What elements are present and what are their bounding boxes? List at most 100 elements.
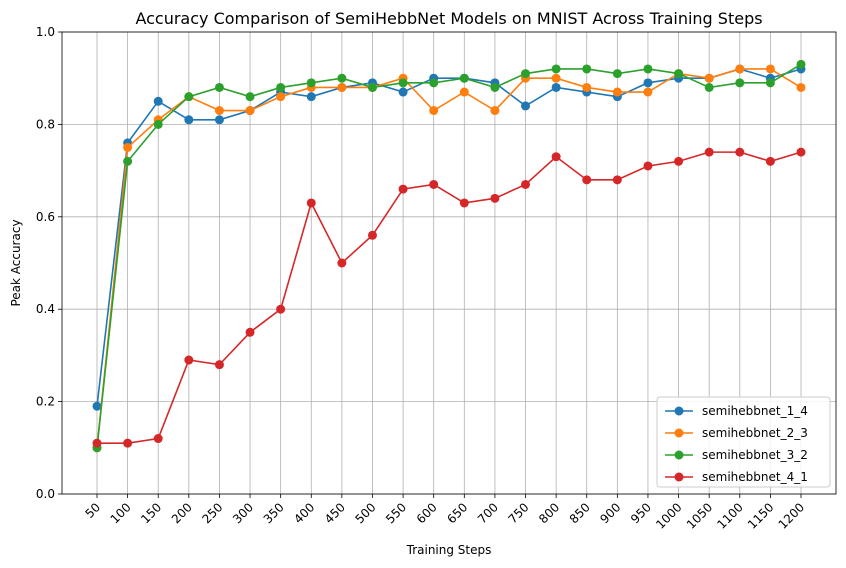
y-tick-label: 0.2 — [36, 395, 55, 409]
data-point — [551, 73, 561, 83]
y-axis-label: Peak Accuracy — [9, 219, 23, 306]
data-point — [337, 82, 347, 92]
data-point — [429, 179, 439, 189]
data-point — [490, 82, 500, 92]
data-point — [429, 106, 439, 116]
data-point — [521, 69, 531, 79]
data-point — [765, 78, 775, 88]
legend-item: semihebbnet_3_2 — [665, 448, 808, 462]
data-point — [582, 175, 592, 185]
data-point — [765, 156, 775, 166]
x-axis-label: Training Steps — [406, 543, 492, 557]
series-semihebbnet_2_3 — [92, 64, 806, 453]
data-point — [643, 161, 653, 171]
legend-box — [656, 396, 831, 488]
data-point — [796, 82, 806, 92]
data-point — [398, 184, 408, 194]
data-point — [612, 69, 622, 79]
legend-item: semihebbnet_2_3 — [665, 426, 808, 440]
data-point — [306, 78, 316, 88]
data-point — [337, 258, 347, 268]
legend: semihebbnet_1_4 semihebbnet_2_3 semihebbne… — [656, 396, 831, 488]
x-tick-label: 100 — [108, 500, 134, 526]
data-point — [735, 78, 745, 88]
data-point — [582, 82, 592, 92]
data-point — [276, 82, 286, 92]
legend-label: semihebbnet_3_2 — [702, 448, 808, 462]
data-point — [214, 106, 224, 116]
data-point — [92, 401, 102, 411]
data-point — [735, 64, 745, 74]
data-point — [337, 73, 347, 83]
data-point — [643, 64, 653, 74]
y-tick-label: 0.8 — [36, 117, 55, 131]
y-tick-label: 1.0 — [36, 25, 55, 39]
data-point — [184, 115, 194, 125]
series-group — [92, 59, 806, 453]
series-semihebbnet_4_1 — [92, 147, 806, 448]
data-point — [551, 64, 561, 74]
y-axis: 0.0 0.2 0.4 0.6 0.8 1.0 — [36, 25, 62, 501]
data-point — [398, 78, 408, 88]
y-tick-label: 0.4 — [36, 302, 55, 316]
data-point — [490, 193, 500, 203]
data-point — [551, 82, 561, 92]
data-point — [245, 327, 255, 337]
series-line — [97, 151, 802, 444]
data-point — [367, 230, 377, 240]
x-tick-label: 350 — [261, 500, 287, 526]
x-tick-label: 50 — [82, 500, 103, 521]
x-tick-label: 900 — [597, 500, 623, 526]
x-tick-label: 300 — [230, 500, 256, 526]
x-tick-label: 450 — [322, 500, 348, 526]
data-point — [153, 119, 163, 129]
data-point — [765, 64, 775, 74]
x-tick-label: 700 — [475, 500, 501, 526]
data-point — [643, 87, 653, 97]
x-tick-label: 1000 — [653, 500, 684, 531]
x-tick-label: 600 — [414, 500, 440, 526]
data-point — [490, 106, 500, 116]
legend-item: semihebbnet_1_4 — [665, 404, 808, 418]
data-point — [214, 115, 224, 125]
x-tick-label: 800 — [536, 500, 562, 526]
data-point — [398, 87, 408, 97]
data-point — [735, 147, 745, 157]
data-point — [521, 179, 531, 189]
x-tick-label: 550 — [383, 500, 409, 526]
legend-item: semihebbnet_4_1 — [665, 470, 808, 484]
data-point — [123, 156, 133, 166]
series-line — [96, 68, 802, 407]
data-point — [674, 156, 684, 166]
data-point — [184, 355, 194, 365]
data-point — [704, 82, 714, 92]
data-point — [214, 82, 224, 92]
x-tick-label: 1200 — [776, 500, 807, 531]
data-point — [459, 87, 469, 97]
series-line — [96, 63, 802, 448]
data-point — [123, 438, 133, 448]
x-tick-label: 650 — [444, 500, 470, 526]
data-point — [459, 73, 469, 83]
legend-marker — [674, 450, 684, 460]
data-point — [367, 82, 377, 92]
data-point — [796, 59, 806, 69]
data-point — [153, 96, 163, 106]
data-point — [153, 434, 163, 444]
data-point — [184, 92, 194, 102]
x-tick-label: 1050 — [684, 500, 715, 531]
x-tick-label: 250 — [199, 500, 225, 526]
data-point — [674, 69, 684, 79]
data-point — [245, 92, 255, 102]
legend-label: semihebbnet_2_3 — [702, 426, 808, 440]
data-point — [306, 92, 316, 102]
data-point — [123, 143, 133, 152]
data-point — [92, 438, 102, 448]
x-tick-label: 200 — [169, 500, 195, 526]
legend-label: semihebbnet_1_4 — [702, 404, 808, 418]
chart-title: Accuracy Comparison of SemiHebbNet Model… — [135, 9, 762, 28]
y-tick-label: 0.6 — [36, 210, 55, 224]
data-point — [612, 87, 622, 97]
x-tick-label: 850 — [567, 500, 593, 526]
